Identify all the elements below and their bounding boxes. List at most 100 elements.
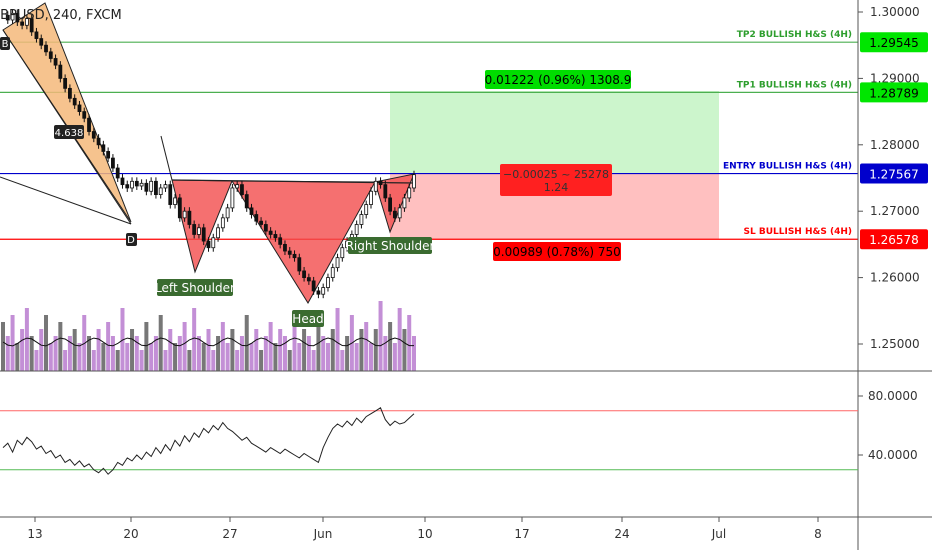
candle-body bbox=[378, 180, 383, 186]
candle-body bbox=[168, 184, 173, 205]
head-label: Head bbox=[292, 312, 323, 326]
point-b-label: B bbox=[2, 39, 9, 50]
candle-body bbox=[154, 180, 158, 196]
candle-body bbox=[283, 243, 287, 252]
volume-bar bbox=[235, 350, 240, 371]
candle-body bbox=[287, 250, 292, 255]
candle-body bbox=[254, 214, 259, 222]
candle-body bbox=[149, 180, 154, 192]
candle-body bbox=[91, 131, 96, 139]
candle-body bbox=[82, 111, 87, 119]
volume-bar bbox=[63, 350, 68, 371]
volume-bar bbox=[402, 329, 407, 371]
price-tick-label: 1.26000 bbox=[870, 271, 920, 285]
candle-body bbox=[5, 14, 10, 21]
volume-bar bbox=[196, 336, 201, 371]
candle-body bbox=[340, 247, 345, 259]
candle-body bbox=[278, 237, 283, 245]
volume-bar bbox=[383, 336, 388, 371]
volume-bar bbox=[201, 343, 206, 371]
position-labels: 0.01222 (0.96%) 1308.9 0.00989 (0.78%) 7… bbox=[485, 70, 631, 261]
time-tick-label: 24 bbox=[614, 527, 629, 541]
candle-body bbox=[311, 280, 316, 292]
symbol-text: GBPUSD, 240, FXCM bbox=[0, 8, 122, 23]
candle-body bbox=[20, 21, 25, 26]
candle-body bbox=[302, 270, 306, 278]
volume-bar bbox=[115, 350, 120, 371]
candle-body bbox=[397, 207, 402, 219]
volume-bar bbox=[58, 322, 63, 371]
volume-bar bbox=[292, 315, 297, 371]
volume-bar bbox=[134, 336, 139, 371]
level-tag-text-tp2: 1.29545 bbox=[869, 36, 919, 50]
time-tick-label: 27 bbox=[222, 527, 237, 541]
volume-bar bbox=[364, 322, 369, 371]
pattern-start-leg bbox=[160, 135, 173, 181]
level-tag-sl bbox=[860, 229, 928, 250]
volume-bar bbox=[335, 308, 340, 371]
candle-body bbox=[39, 38, 44, 46]
volume-bar bbox=[345, 336, 350, 371]
volume-bar bbox=[39, 329, 44, 371]
volume-bar bbox=[359, 329, 364, 371]
volume-bar bbox=[302, 329, 307, 371]
candle-body bbox=[173, 197, 177, 205]
candle-body bbox=[359, 214, 364, 225]
volume-bar bbox=[412, 336, 416, 371]
candle-body bbox=[249, 207, 254, 215]
volume-bar bbox=[330, 329, 335, 371]
volume-bar bbox=[244, 315, 249, 371]
candle-body bbox=[96, 137, 101, 146]
candle-body bbox=[101, 144, 106, 152]
candle-body bbox=[177, 197, 182, 219]
time-tick-label: Jul bbox=[711, 527, 726, 541]
price-tick-label: 1.27000 bbox=[870, 204, 920, 218]
volume-bar bbox=[282, 336, 287, 371]
rsi-tick-label: 40.0000 bbox=[868, 448, 918, 462]
candle-body bbox=[111, 157, 115, 169]
candle-body bbox=[268, 230, 273, 235]
candle-body bbox=[235, 184, 240, 189]
candle-body bbox=[87, 117, 91, 132]
candle-body bbox=[306, 277, 311, 282]
volume-bar bbox=[225, 343, 230, 371]
candle-body bbox=[240, 184, 244, 195]
level-tag-text-entry: 1.27567 bbox=[869, 168, 919, 182]
level-tag-tp1 bbox=[860, 82, 928, 103]
symbol-header: GBPUSD, 240, FXCM bbox=[0, 8, 122, 23]
candle-body bbox=[297, 257, 302, 272]
candle-body bbox=[392, 210, 397, 219]
time-axis-ticks[interactable]: 13 20 27 Jun 10 17 24 Jul 8 bbox=[27, 517, 822, 541]
candle-body bbox=[225, 207, 230, 219]
target-box bbox=[485, 70, 631, 89]
volume-bars bbox=[1, 301, 416, 371]
candle-body bbox=[364, 204, 369, 215]
level-tag-text-sl: 1.26578 bbox=[869, 233, 919, 247]
rsi-levels bbox=[0, 410, 858, 471]
volume-bar bbox=[182, 322, 187, 371]
point-d-label: D bbox=[127, 235, 135, 246]
volume-bar bbox=[77, 343, 82, 371]
volume-bar bbox=[44, 315, 49, 371]
candle-body bbox=[330, 267, 335, 279]
candle-body bbox=[144, 182, 149, 192]
time-tick-label: Jun bbox=[313, 527, 333, 541]
time-tick-label: 10 bbox=[417, 527, 432, 541]
level-tag-entry bbox=[860, 163, 928, 184]
candle-body bbox=[72, 97, 77, 106]
time-tick-label: 17 bbox=[514, 527, 529, 541]
price-tick-label: 1.29000 bbox=[870, 71, 920, 85]
volume-bar bbox=[91, 350, 96, 371]
volume-bar bbox=[158, 315, 163, 371]
volume-bar bbox=[177, 336, 182, 371]
candle-body bbox=[273, 234, 278, 239]
stop-box-text: 0.00989 (0.78%) 750 bbox=[493, 245, 621, 259]
price-axis-ticks: 1.30000 1.29000 1.28000 1.27000 1.26000 1.250… bbox=[858, 5, 920, 351]
price-candles bbox=[5, 9, 416, 299]
volume-bar bbox=[101, 343, 106, 371]
candle-body bbox=[369, 190, 373, 205]
volume-bar bbox=[153, 336, 158, 371]
candle-body bbox=[201, 227, 206, 242]
volume-bar bbox=[163, 350, 168, 371]
